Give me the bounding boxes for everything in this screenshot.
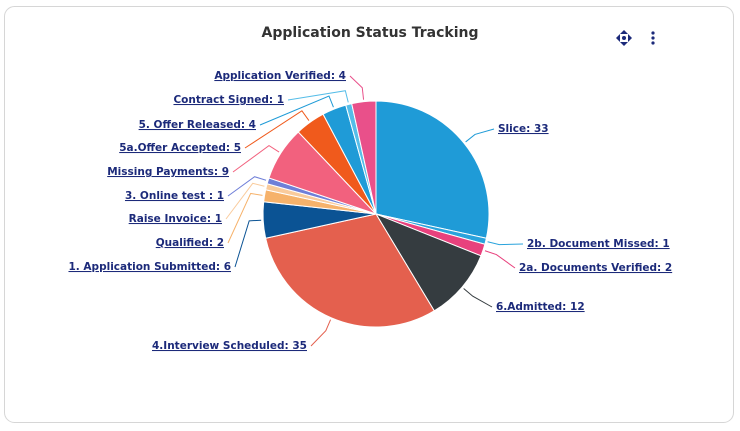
data-label: Qualified: 2 [156,237,224,249]
data-label: 5. Offer Released: 4 [139,119,256,131]
move-center [622,36,626,40]
data-label: 2a. Documents Verified: 2 [519,262,672,274]
chart-title: Application Status Tracking [261,25,478,41]
leader-line [463,288,493,308]
leader-line [487,241,524,246]
leader-line [465,128,495,143]
leader-line [234,219,262,268]
pie-slice [265,213,435,328]
leader-line [227,192,263,244]
data-label: 5a.Offer Accepted: 5 [119,142,241,154]
leader-line [310,319,332,347]
data-label: 1. Application Submitted: 6 [68,261,231,273]
leader-line [484,250,516,269]
leader-line [259,95,334,126]
pie-slice [351,100,377,215]
leader-line [225,182,265,220]
leader-line [349,75,365,100]
data-label: Raise Invoice: 1 [129,213,222,225]
leader-line [232,144,280,173]
menu-dot [651,31,655,35]
menu-dot [651,41,655,45]
leader-line [227,176,267,197]
leader-line [244,110,310,149]
move-arrows [616,30,632,46]
data-label: 4.Interview Scheduled: 35 [152,340,307,352]
pie-slice [374,212,482,312]
data-label: 2b. Document Missed: 1 [527,238,670,250]
data-label: Slice: 33 [498,123,549,135]
data-label: Contract Signed: 1 [173,94,284,106]
data-label: Missing Payments: 9 [107,166,229,178]
move-icon[interactable] [616,30,632,46]
menu-dot [651,36,655,40]
leader-line [287,90,349,103]
data-label: 3. Online test : 1 [125,190,224,202]
data-label: Application Verified: 4 [214,70,346,82]
data-label: 6.Admitted: 12 [496,301,585,313]
menu-icon[interactable] [651,31,655,45]
pie-slice [375,100,490,239]
